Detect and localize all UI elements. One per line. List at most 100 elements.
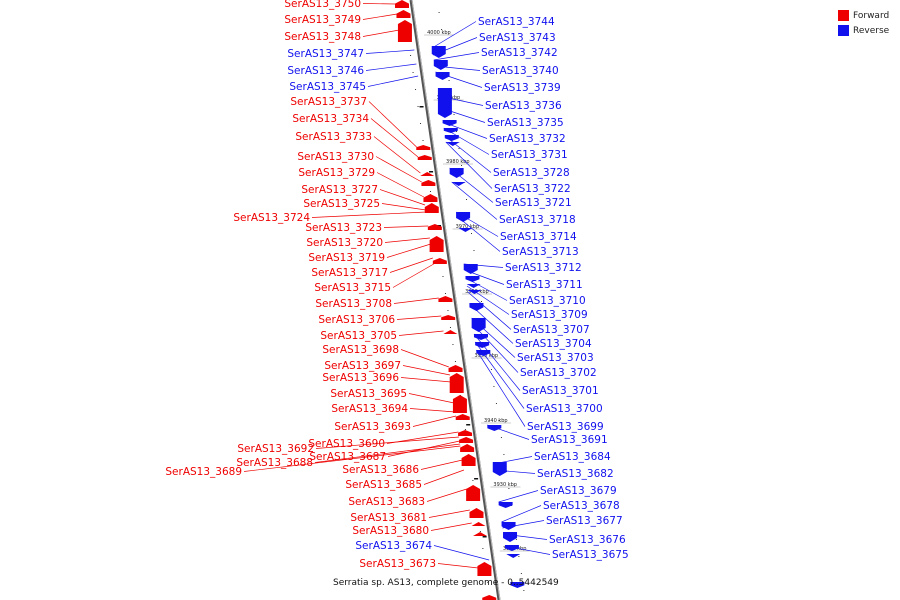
leader-line [386, 243, 431, 258]
forward-gene-feature [420, 172, 435, 176]
ruler-dot [473, 250, 475, 251]
forward-gene-label: SerAS13_3673 [359, 558, 436, 570]
ruler-dot [449, 327, 451, 328]
forward-gene-feature [417, 155, 432, 160]
reverse-gene-label: SerAS13_3722 [494, 183, 571, 195]
leader-line [430, 522, 472, 531]
leader-line [400, 377, 452, 383]
ruler-dot [487, 582, 489, 583]
reverse-gene-label: SerAS13_3744 [478, 16, 555, 28]
leader-line [433, 52, 480, 61]
forward-gene-feature [443, 330, 458, 334]
reverse-gene-feature [501, 522, 516, 530]
ruler-dot [422, 140, 424, 141]
forward-gene-label: SerAS13_3717 [311, 267, 388, 279]
forward-gene-feature [397, 20, 412, 42]
reverse-gene-feature [435, 72, 450, 80]
leader-line [398, 330, 444, 336]
leader-line [389, 257, 433, 273]
forward-gene-label: SerAS13_3698 [322, 344, 399, 356]
ruler-dot [520, 573, 522, 574]
leader-line [396, 315, 442, 320]
reverse-gene-label: SerAS13_3707 [513, 324, 590, 336]
forward-gene-label: SerAS13_3706 [318, 314, 395, 326]
reverse-gene-label: SerAS13_3701 [522, 385, 599, 397]
ruler-dot [438, 12, 440, 13]
ruler-dot [452, 344, 454, 345]
forward-gene-label: SerAS13_3729 [298, 167, 375, 179]
forward-gene-label: SerAS13_3689 [165, 466, 242, 478]
forward-gene-feature [452, 395, 467, 413]
leader-line [362, 29, 400, 37]
legend-forward: Forward [838, 8, 898, 23]
forward-gene-label: SerAS13_3725 [303, 198, 380, 210]
reverse-gene-label: SerAS13_3747 [287, 48, 364, 60]
reverse-gene-label: SerAS13_3709 [511, 309, 588, 321]
scale-tick-label: 4000 kbp [427, 30, 451, 36]
ruler-dot [472, 480, 474, 481]
ruler-dot [453, 114, 455, 115]
minor-tick [419, 106, 424, 108]
reverse-gene-feature [492, 462, 507, 476]
leader-line [243, 445, 461, 472]
forward-gene-feature [477, 562, 492, 576]
leader-line [451, 181, 498, 220]
minor-tick [466, 424, 471, 426]
reverse-gene-feature [437, 88, 452, 118]
reverse-gene-feature [445, 142, 460, 146]
leader-line [311, 211, 427, 218]
leader-line [420, 459, 463, 470]
reverse-gene-feature [449, 168, 464, 178]
leader-line [383, 225, 429, 228]
leader-line [362, 13, 398, 20]
ruler-dot [515, 539, 517, 540]
forward-gene-feature [421, 180, 436, 186]
reverse-gene-label: SerAS13_3682 [537, 468, 614, 480]
reverse-swatch [838, 25, 849, 36]
leader-line [370, 118, 419, 158]
forward-gene-label: SerAS13_3748 [284, 31, 361, 43]
leader-line [400, 349, 449, 368]
ruler-dot [518, 556, 520, 557]
reverse-gene-feature [504, 545, 519, 551]
leader-line [476, 349, 526, 427]
reverse-gene-label: SerAS13_3735 [487, 117, 564, 129]
leader-line [368, 101, 417, 148]
forward-gene-label: SerAS13_3680 [352, 525, 429, 537]
leader-line [379, 189, 426, 206]
reverse-gene-label: SerAS13_3746 [287, 65, 364, 77]
leader-line [444, 135, 492, 173]
forward-gene-feature [416, 145, 431, 150]
ruler-dot [420, 123, 422, 124]
reverse-gene-label: SerAS13_3721 [495, 197, 572, 209]
forward-gene-label: SerAS13_3724 [233, 212, 310, 224]
genome-backbone [409, 0, 501, 600]
leader-line [367, 75, 419, 87]
leader-line [365, 63, 417, 71]
reverse-gene-label: SerAS13_3711 [506, 279, 583, 291]
reverse-gene-feature [431, 46, 446, 58]
reverse-gene-label: SerAS13_3674 [355, 540, 432, 552]
ruler-dot [523, 590, 525, 591]
forward-gene-label: SerAS13_3734 [292, 113, 369, 125]
leader-line [375, 156, 422, 183]
forward-gene-label: SerAS13_3750 [284, 0, 361, 10]
reverse-gene-label: SerAS13_3745 [289, 81, 366, 93]
reverse-gene-feature [473, 334, 488, 340]
forward-gene-feature [438, 296, 453, 302]
legend-forward-label: Forward [853, 10, 890, 21]
reverse-gene-label: SerAS13_3714 [500, 231, 577, 243]
scale-tick-label: 3980 kbp [446, 159, 470, 165]
minor-tick [474, 478, 479, 480]
reverse-gene-feature [471, 318, 486, 332]
leader-line [472, 323, 519, 373]
forward-gene-label: SerAS13_3723 [305, 222, 382, 234]
ruler-dot [441, 29, 443, 30]
leader-line [373, 136, 421, 174]
reverse-gene-feature [442, 120, 457, 126]
forward-gene-label: SerAS13_3719 [308, 252, 385, 264]
forward-gene-feature [455, 414, 470, 420]
scale-tick-label: 3950 kbp [475, 353, 499, 359]
ruler-dot [495, 403, 497, 404]
